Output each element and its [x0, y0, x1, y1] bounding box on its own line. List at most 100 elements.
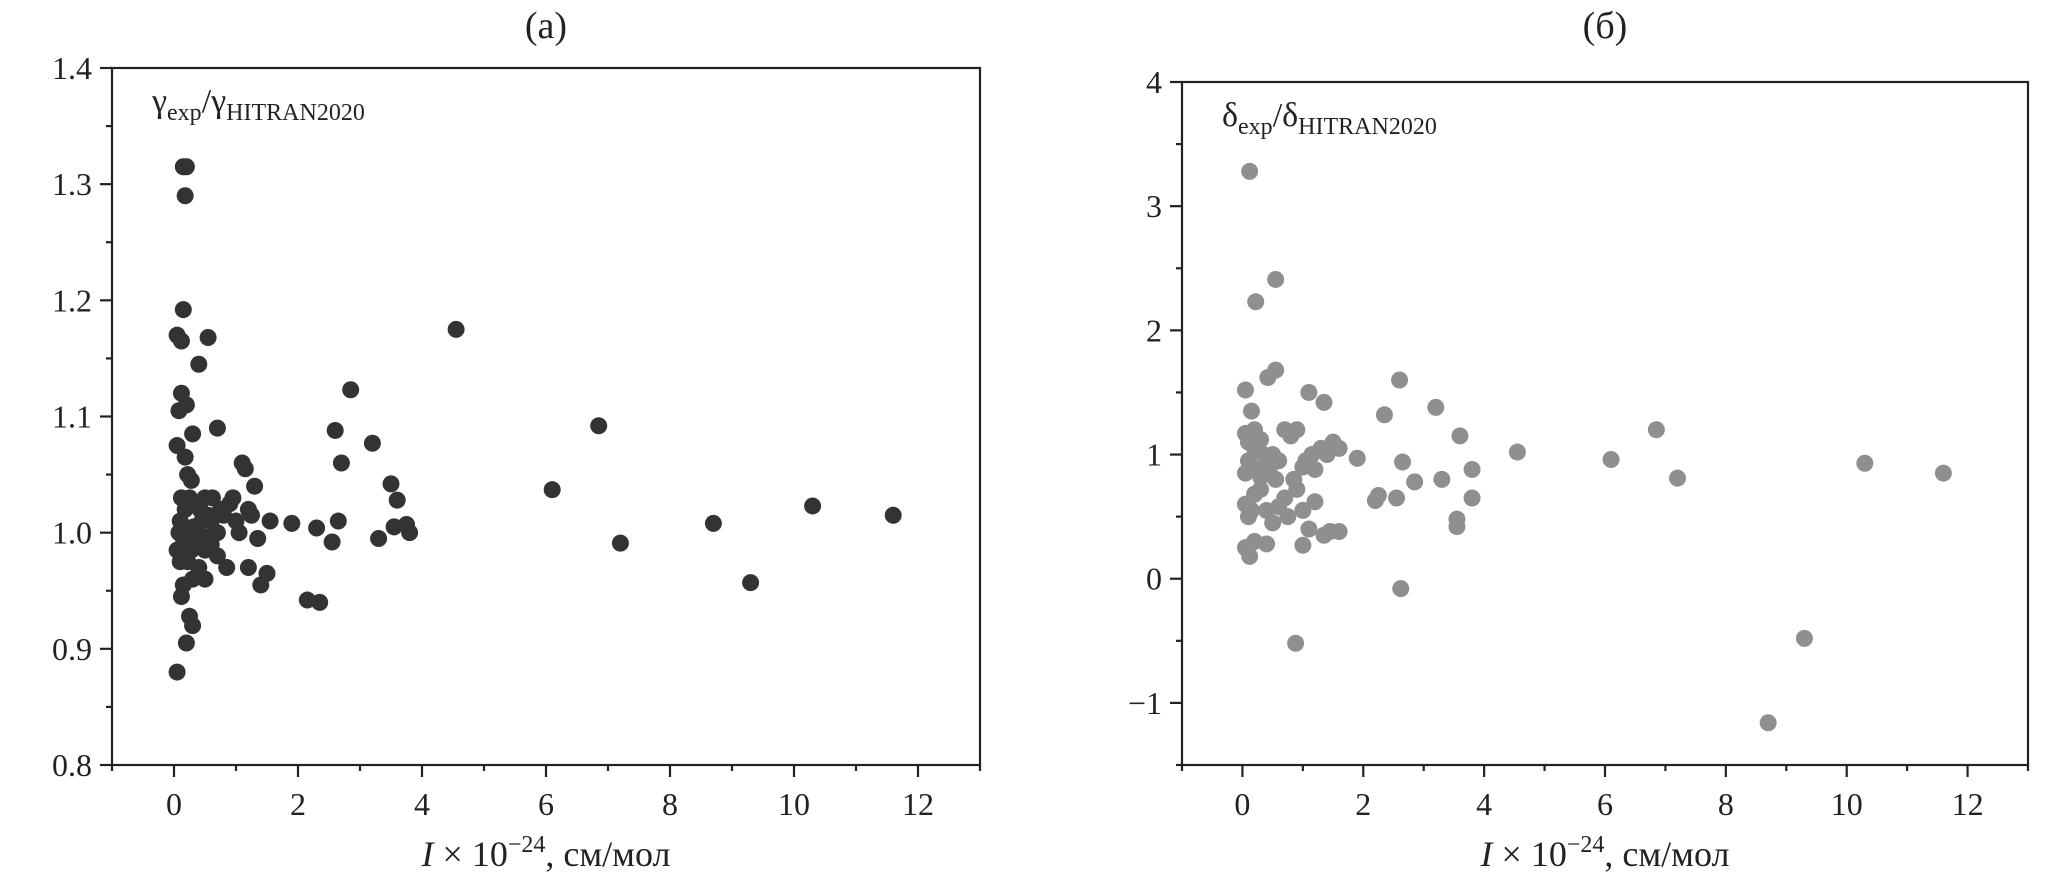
data-point	[1279, 508, 1297, 526]
data-point	[1427, 398, 1445, 416]
x-axis-label: I × 10−24, см/мол	[421, 832, 671, 874]
data-point	[1258, 535, 1276, 553]
y-tick-label: 0	[1146, 561, 1162, 597]
data-point	[1294, 501, 1312, 519]
x-tick-label: 0	[1234, 786, 1250, 822]
data-point	[1391, 371, 1409, 389]
data-point	[1247, 293, 1265, 311]
data-point	[1241, 547, 1259, 565]
x-tick-label: 10	[1831, 786, 1863, 822]
x-tick-label: 6	[538, 786, 554, 822]
data-point	[1448, 518, 1466, 536]
y-axis-label: δexp/δHITRAN2020	[1222, 97, 1437, 140]
plot-frame	[1180, 80, 2030, 767]
data-point	[176, 187, 194, 205]
data-point	[363, 434, 381, 452]
data-point	[308, 519, 326, 537]
data-point	[1288, 480, 1306, 498]
y-tick-label: 1.2	[52, 282, 92, 318]
data-point	[1406, 473, 1424, 491]
data-point	[1264, 514, 1282, 532]
x-tick-label: 0	[166, 786, 182, 822]
data-point	[236, 460, 254, 478]
data-point	[742, 574, 760, 592]
data-point	[401, 524, 419, 542]
data-point	[1388, 489, 1406, 507]
data-point	[1394, 453, 1412, 471]
data-point	[1348, 449, 1366, 467]
data-point	[172, 332, 190, 350]
data-point	[218, 559, 236, 577]
data-point	[1300, 520, 1318, 538]
data-point	[177, 634, 195, 652]
data-point	[370, 529, 388, 547]
data-point	[190, 355, 208, 373]
data-point	[1300, 383, 1318, 401]
data-point	[1288, 421, 1306, 439]
data-point	[1252, 431, 1270, 449]
data-point	[704, 514, 722, 532]
data-point	[1241, 162, 1259, 180]
data-point	[1934, 464, 1952, 482]
data-point	[884, 506, 902, 524]
y-axis-label: γexp/γHITRAN2020	[151, 83, 365, 126]
data-point	[187, 495, 205, 513]
data-point	[543, 481, 561, 499]
data-point	[1759, 714, 1777, 732]
y-tick-label: −1	[1128, 685, 1162, 721]
x-tick-label: 12	[902, 786, 934, 822]
x-tick-label: 4	[1476, 786, 1492, 822]
data-point	[283, 514, 301, 532]
data-point	[1252, 480, 1270, 498]
data-point	[1287, 634, 1305, 652]
x-tick-label: 6	[1597, 786, 1613, 822]
data-point	[1392, 580, 1410, 598]
data-point	[804, 497, 822, 515]
y-tick-label: 0.9	[52, 631, 92, 667]
data-point	[1433, 470, 1451, 488]
data-point	[174, 576, 192, 594]
data-point	[1795, 629, 1813, 647]
panel-label: (б)	[1583, 5, 1628, 47]
data-point	[388, 491, 406, 509]
data-point	[342, 381, 360, 399]
y-tick-label: 4	[1146, 64, 1162, 100]
data-point	[1270, 452, 1288, 470]
data-series	[168, 158, 902, 681]
data-point	[1294, 536, 1312, 554]
y-tick-label: 1	[1146, 437, 1162, 473]
data-point	[182, 471, 200, 489]
data-point	[1330, 439, 1348, 457]
data-point	[184, 617, 202, 635]
data-point	[177, 158, 195, 176]
x-tick-label: 8	[662, 786, 678, 822]
y-tick-label: 3	[1146, 188, 1162, 224]
data-point	[208, 524, 226, 542]
data-point	[611, 534, 629, 552]
y-tick-label: 1.4	[52, 50, 92, 86]
data-point	[1451, 427, 1469, 445]
x-tick-label: 10	[778, 786, 810, 822]
data-point	[1267, 470, 1285, 488]
data-point	[1276, 489, 1294, 507]
data-point	[208, 419, 226, 437]
data-point	[193, 512, 211, 530]
y-tick-label: 1.0	[52, 515, 92, 551]
data-point	[1242, 402, 1260, 420]
data-point	[249, 529, 267, 547]
x-axis-label: I × 10−24, см/мол	[1480, 832, 1730, 874]
data-point	[1306, 493, 1324, 511]
data-point	[1369, 487, 1387, 505]
data-point	[239, 559, 257, 577]
data-point	[311, 593, 329, 611]
x-tick-label: 12	[1952, 786, 1984, 822]
panel-label: (а)	[525, 5, 567, 47]
data-point	[590, 417, 608, 435]
x-tick-label: 4	[414, 786, 430, 822]
data-point	[1267, 270, 1285, 288]
data-point	[184, 425, 202, 443]
data-point	[176, 448, 194, 466]
data-point	[1463, 460, 1481, 478]
data-point	[1306, 460, 1324, 478]
